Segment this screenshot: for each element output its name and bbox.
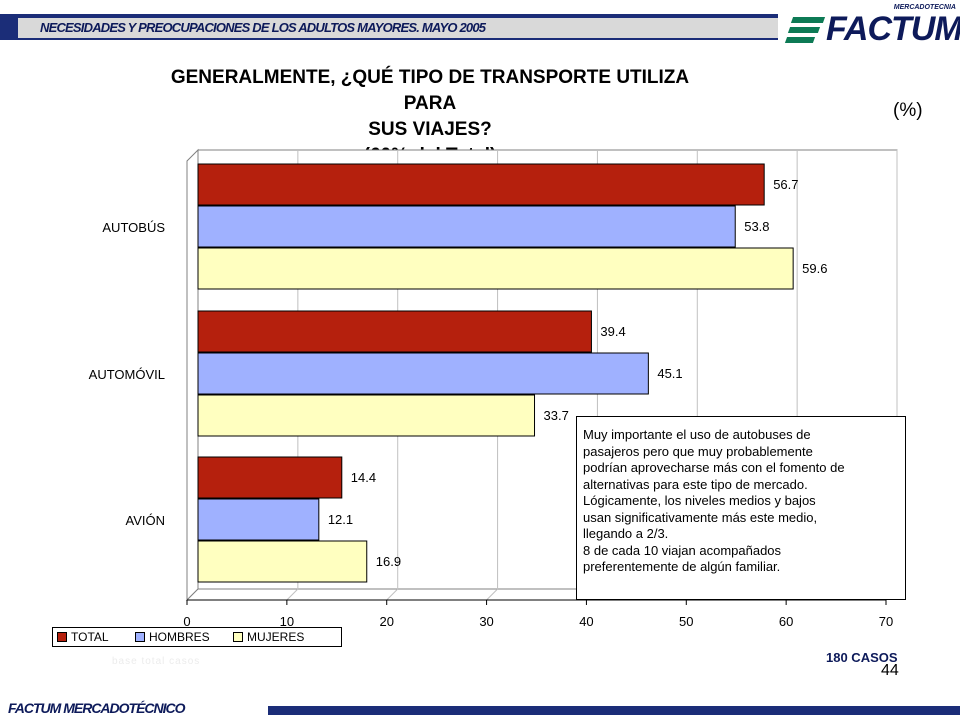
note-line: Lógicamente, los niveles medios y bajos [583,493,816,508]
bar [197,163,765,206]
x-tick-label: 30 [479,614,493,629]
category-label: AVIÓN [126,513,166,528]
bar [197,310,592,353]
plot-side-wall [186,148,199,602]
legend: TOTAL HOMBRES MUJERES [52,627,342,647]
legend-item-hombres: HOMBRES [135,629,210,645]
note-line: usan significativamente más este medio, [583,509,818,525]
survey-title: NECESIDADES Y PREOCUPACIONES DE LOS ADUL… [40,20,486,35]
legend-label-mujeres: MUJERES [247,630,305,644]
category-label: AUTOMÓVIL [89,367,165,382]
note-line: Muy importante el uso de autobuses de [583,427,811,442]
legend-item-total: TOTAL [57,629,109,645]
x-tick-label: 60 [779,614,793,629]
data-label: 14.4 [351,470,376,485]
note-box: Muy importante el uso de autobuses de pa… [576,416,906,600]
data-label: 12.1 [328,512,353,527]
bar [197,205,736,248]
x-tick-label: 40 [579,614,593,629]
gridline-floor [286,588,299,601]
note-line: 8 de cada 10 viajan acompañados [583,542,782,558]
chart-title: GENERALMENTE, ¿QUÉ TIPO DE TRANSPORTE UT… [150,65,710,169]
unit-label: (%) [893,100,923,121]
footer-bar [268,706,960,715]
page-number: 44 [881,662,899,679]
gridline-floor [386,588,399,601]
legend-swatch-hombres [135,632,145,642]
note-line: preferentemente de algún familiar. [583,559,781,574]
x-tick-label: 10 [280,614,294,629]
logo-text: FACTUM [826,10,960,48]
title-line-1: GENERALMENTE, ¿QUÉ TIPO DE TRANSPORTE UT… [170,67,690,114]
bar [197,456,343,499]
x-tick-label: 0 [183,614,190,629]
legend-label-total: TOTAL [71,630,109,644]
category-label: AUTOBÚS [102,220,165,235]
bar [197,247,794,290]
legend-item-mujeres: MUJERES [233,629,304,645]
logo-subtext: MERCADOTECNIA [893,4,956,11]
bar [197,498,320,541]
factum-logo: MERCADOTECNIA FACTUM [784,4,960,48]
data-label: 39.4 [600,324,625,339]
legend-swatch-mujeres [233,632,243,642]
x-tick-label: 70 [879,614,893,629]
note-line: podrían aprovecharse más con el fomento … [583,460,845,475]
data-label: 16.9 [376,554,401,569]
note-line: pasajeros pero que muy probablemente [583,443,813,459]
title-line-2: SUS VIAJES? [368,119,492,140]
data-label: 33.7 [544,408,569,423]
data-label: 53.8 [744,219,769,234]
bar [197,540,368,583]
x-tick-label: 20 [379,614,393,629]
bar [197,352,649,395]
x-tick-label: 50 [679,614,693,629]
bar [197,394,536,437]
gridline-floor [486,588,498,601]
cases-label: 180 CASOS [826,650,898,665]
note-line: llegando a 2/3. [583,526,669,541]
note-line: alternativas para este tipo de mercado. [583,476,808,492]
faint-label: base total casos [112,656,201,667]
legend-label-hombres: HOMBRES [149,630,210,644]
data-label: 59.6 [802,261,827,276]
legend-swatch-total [57,632,67,642]
footer-text: FACTUM MERCADOTÉCNICO [8,700,186,716]
data-label: 56.7 [773,177,798,192]
header-strip [18,18,778,38]
data-label: 45.1 [657,366,682,381]
